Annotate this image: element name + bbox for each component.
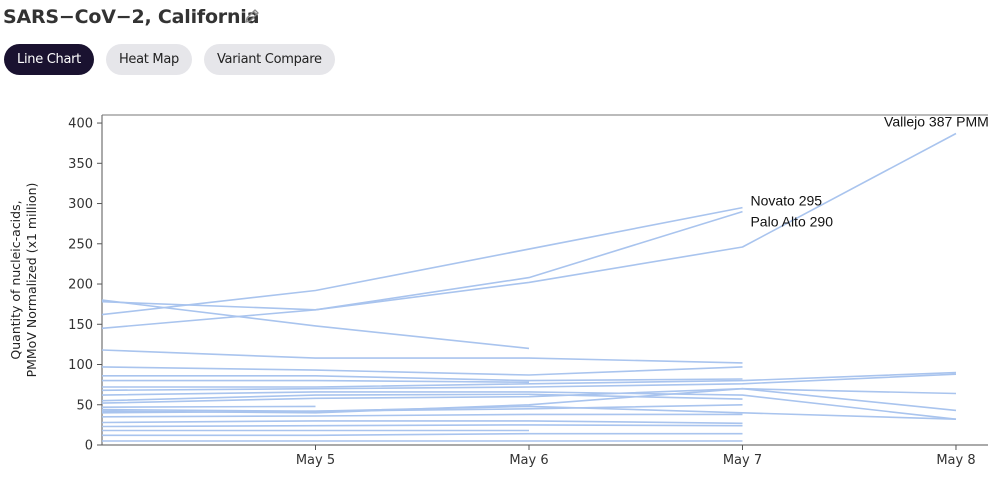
series-line [101, 413, 743, 418]
x-tick-label: May 8 [936, 453, 975, 468]
tab-variant-compare[interactable]: Variant Compare [203, 44, 335, 75]
pencil-icon[interactable] [243, 7, 261, 25]
page-title: SARS−CoV−2, California [3, 6, 260, 28]
x-tick-label: May 5 [296, 453, 335, 468]
series-line [101, 391, 957, 420]
x-tick-label: May 7 [723, 453, 762, 468]
y-tick-label: 150 [68, 318, 93, 333]
series-line [101, 404, 743, 413]
series-line [101, 420, 743, 425]
y-tick-label: 0 [85, 439, 93, 454]
y-tick-label: 200 [68, 278, 93, 293]
y-tick-label: 50 [76, 398, 93, 413]
tab-line-chart[interactable]: Line Chart [4, 44, 94, 75]
y-tick-label: 350 [68, 157, 93, 172]
y-axis-title: Quantity of nucleic-acids, PMMoV Normaliz… [8, 183, 39, 378]
y-axis-label-line: Quantity of nucleic-acids, [8, 200, 23, 359]
y-tick-label: 400 [68, 117, 93, 132]
series-line [102, 379, 530, 383]
series-line [102, 371, 957, 388]
series-line [102, 432, 743, 437]
series-line [101, 405, 957, 420]
series-line [101, 210, 743, 330]
series-annotation: Vallejo 387 PMMoV [884, 114, 988, 130]
y-tick-label: 100 [68, 358, 93, 373]
series-line [101, 366, 743, 376]
y-tick-label: 250 [68, 237, 93, 252]
tab-heat-map[interactable]: Heat Map [105, 44, 192, 75]
series-annotation: Novato 295 [750, 193, 822, 209]
series-line [101, 373, 957, 392]
y-tick-label: 300 [68, 197, 93, 212]
x-tick-label: May 6 [509, 453, 548, 468]
series-line [101, 387, 957, 412]
series-line [101, 206, 743, 316]
series-line [102, 374, 743, 382]
series-line [101, 299, 530, 350]
series-line [101, 132, 957, 311]
series-line [101, 349, 743, 364]
series-line [101, 405, 316, 409]
series-annotation: Palo Alto 290 [750, 214, 833, 230]
series-line [101, 424, 743, 428]
y-axis-label-line: PMMoV Normalized (x1 million) [24, 183, 39, 378]
chart-type-tabs: Line Chart Heat Map Variant Compare [4, 44, 335, 75]
